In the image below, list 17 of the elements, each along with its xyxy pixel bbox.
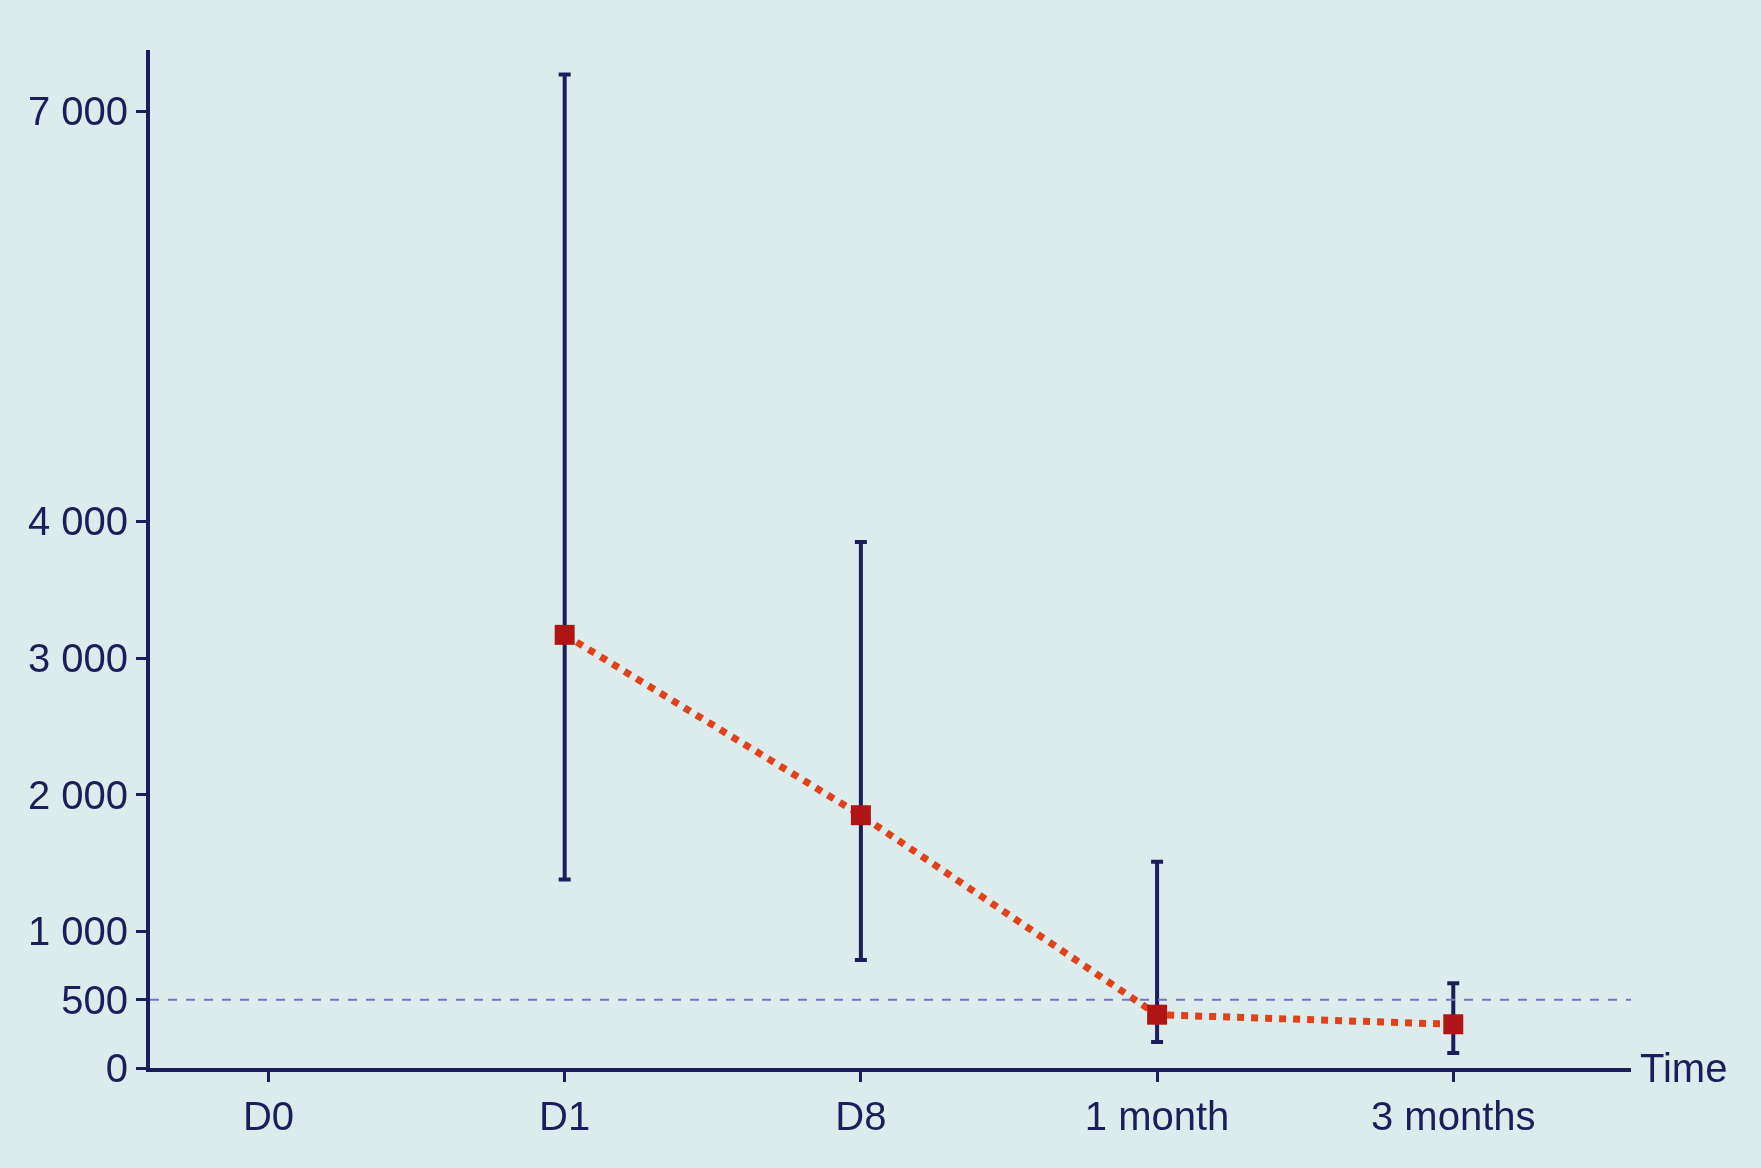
y-tick-label: 4 000 <box>27 499 128 544</box>
y-tick-label: 3 000 <box>27 636 128 681</box>
x-tick-label: 1 month <box>1084 1094 1230 1138</box>
x-tick-label: D1 <box>539 1094 591 1138</box>
y-tick-label: 1 000 <box>27 909 128 954</box>
y-tick-label: 7 000 <box>27 89 128 134</box>
point <box>554 624 575 645</box>
x-tick-label: 3 months <box>1371 1094 1536 1138</box>
point <box>1443 1014 1464 1035</box>
x-axis-title: Time <box>1640 1046 1728 1090</box>
y-tick-label: 2 000 <box>27 772 128 817</box>
x-tick-label: D0 <box>242 1094 295 1138</box>
point <box>850 805 871 826</box>
y-tick-label: 0 <box>105 1046 128 1090</box>
x-tick-label: D8 <box>835 1094 887 1138</box>
point <box>1147 1004 1168 1025</box>
y-tick-label: 500 <box>61 977 128 1022</box>
